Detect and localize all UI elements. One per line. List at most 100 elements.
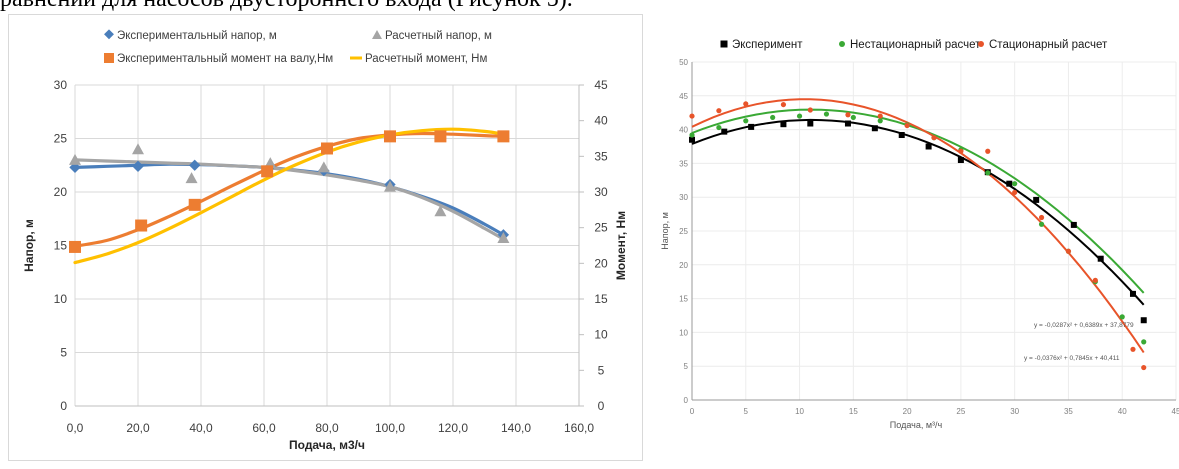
series-line	[73, 158, 505, 241]
data-point-square	[69, 240, 81, 253]
y-tick-label: 15	[679, 295, 688, 304]
x-tick-label: 20	[903, 407, 912, 416]
data-point-square	[898, 132, 905, 139]
x-tick-label: 40	[1118, 407, 1127, 416]
x-axis-title: Подача, м³/ч	[890, 420, 943, 430]
y-left-axis-title: Напор, м	[22, 219, 36, 272]
data-point-dot	[958, 148, 964, 154]
data-point-square	[925, 143, 932, 150]
x-tick-label: 160,0	[564, 421, 594, 435]
x-tick-label: 30	[1010, 407, 1019, 416]
y-tick-label: 45	[679, 92, 688, 101]
page-caption-text: равнений для насосов двустороннего входа…	[0, 0, 1179, 16]
head-torque-chart-svg: 0,0 20,0 40,0 60,0 80,0 100,0 120,0 140,0 160,0 0…	[22, 29, 628, 452]
data-point-dot	[807, 107, 813, 113]
data-point-triangle	[384, 180, 396, 192]
x-tick-label: 45	[1172, 407, 1179, 416]
legend-label: Экспериментальный напор, м	[117, 30, 277, 42]
legend-marker-square	[104, 53, 114, 63]
data-point-dot	[1130, 346, 1136, 352]
legend-label: Экспериментальный момент на валу,Нм	[117, 53, 333, 65]
x-tick-label: 100,0	[375, 421, 405, 435]
y-left-tick-label: 25	[54, 132, 68, 146]
series-line	[73, 127, 505, 265]
data-point-dot	[743, 101, 749, 107]
data-point-square	[844, 120, 851, 127]
data-point-dot	[823, 111, 830, 117]
x-tick-label: 0	[690, 407, 695, 416]
data-point-square	[871, 125, 878, 132]
x-tick-label: 10	[795, 407, 804, 416]
y-right-tick-label: 0	[598, 399, 605, 413]
legend-label: Нестационарный расчет	[850, 39, 981, 51]
y-right-tick-label: 35	[594, 149, 608, 163]
data-point-dot	[1012, 189, 1018, 196]
data-point-dot	[931, 135, 937, 141]
x-tick-label: 5	[744, 407, 749, 416]
y-left-tick-label: 10	[54, 292, 68, 306]
data-point-square	[689, 136, 695, 143]
y-left-tick-label: 15	[54, 239, 68, 253]
y-right-tick-label: 15	[594, 292, 608, 306]
data-point-square	[434, 130, 447, 143]
data-point-triangle	[317, 161, 330, 173]
data-point-dot	[985, 170, 991, 176]
data-point-dot	[1141, 364, 1147, 371]
data-point-dot	[743, 118, 749, 124]
x-axis-title: Подача, м3/ч	[289, 438, 365, 452]
data-point-square	[135, 219, 148, 232]
data-point-square	[807, 120, 814, 127]
data-point-dot	[716, 124, 722, 131]
y-tick-label: 50	[679, 58, 688, 67]
legend-marker-triangle	[372, 30, 382, 39]
x-tick-label: 140,0	[501, 421, 531, 435]
x-tick-label: 80,0	[315, 421, 339, 435]
y-right-axis-title: Момент, Нм	[614, 211, 628, 280]
data-point-square	[957, 157, 964, 164]
data-point-square	[1097, 255, 1104, 262]
legend-marker-square	[720, 40, 728, 48]
data-point-dot	[1141, 339, 1147, 345]
data-point-dot	[1012, 181, 1018, 187]
data-point-square	[497, 130, 510, 143]
y-tick-label: 40	[679, 126, 688, 135]
data-point-square	[1033, 196, 1040, 203]
y-tick-label: 20	[679, 261, 688, 270]
y-right-tick-label: 10	[594, 328, 608, 342]
y-tick-label: 0	[684, 396, 689, 405]
data-point-dot	[770, 114, 776, 121]
y-left-tick-label: 5	[60, 346, 67, 360]
y-tick-label: 10	[679, 328, 688, 337]
data-point-square	[1129, 290, 1136, 297]
y-right-tick-label: 40	[594, 114, 608, 128]
data-point-dot	[877, 118, 883, 124]
legend-label: Эксперимент	[732, 39, 803, 51]
legend-label: Стационарный расчет	[989, 39, 1108, 51]
y-right-tick-label: 25	[594, 221, 608, 235]
data-point-dot	[1065, 248, 1072, 254]
data-point-dot	[985, 148, 991, 154]
data-point-square	[188, 198, 201, 211]
y-right-tick-label: 20	[594, 256, 608, 270]
data-point-triangle	[434, 205, 447, 217]
trend-equation: y = -0,0376x² + 0,7845x + 40,411	[1024, 355, 1120, 362]
data-point-dot	[689, 113, 695, 119]
data-point-dot	[877, 113, 883, 119]
y-right-tick-label: 5	[598, 363, 605, 377]
head-flow-chart: 0 5 10 15 20 25 30 35 40 45 0 5 10 15 20 25 30 35 40 45 50 По…	[656, 14, 1179, 464]
x-tick-label: 25	[956, 407, 965, 416]
data-point-square	[261, 165, 274, 178]
data-point-dot	[689, 132, 695, 138]
data-point-square	[748, 123, 755, 130]
x-tick-label: 60,0	[252, 421, 276, 435]
data-point-triangle	[497, 232, 510, 244]
y-tick-label: 35	[679, 159, 688, 168]
y-tick-label: 30	[679, 193, 688, 202]
data-point-triangle	[185, 172, 198, 184]
trend-equation: y = -0,0287x² + 0,6389x + 37,8779	[1034, 322, 1134, 329]
data-point-dot	[796, 113, 803, 119]
data-point-square	[721, 128, 728, 135]
data-point-square	[384, 130, 396, 143]
data-point-dot	[845, 112, 851, 118]
data-point-dot	[850, 114, 856, 121]
